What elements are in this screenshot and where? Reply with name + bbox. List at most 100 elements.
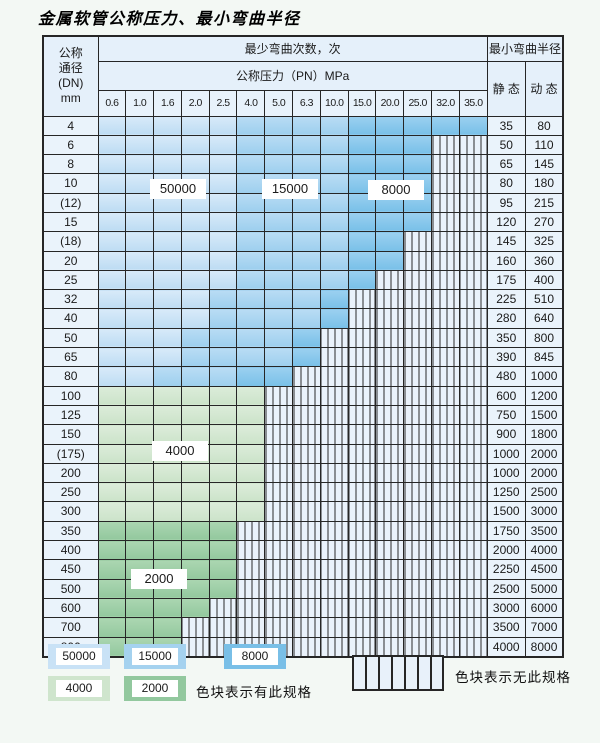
cell-spec-50000: [97, 192, 127, 213]
legend-swatch-2000: 2000: [124, 676, 186, 701]
legend-swatch-label: 2000: [132, 680, 178, 697]
cell-spec-50000: [125, 154, 155, 175]
cell-spec-8000: [375, 211, 405, 233]
cell-spec-2000: [208, 540, 238, 561]
static-radius-value: 1000: [486, 462, 526, 484]
cell-spec-8000: [264, 366, 294, 387]
cell-no-spec: [375, 540, 405, 561]
cell-spec-15000: [264, 327, 294, 349]
dynamic-radius-value: 6000: [524, 597, 564, 619]
cell-no-spec: [403, 462, 433, 484]
static-radius-value: 750: [486, 404, 526, 426]
dynamic-radius-value: 7000: [524, 617, 564, 638]
cell-no-spec: [458, 462, 488, 484]
cell-no-spec: [403, 385, 433, 406]
cell-no-spec: [458, 559, 488, 580]
cell-spec-15000: [292, 269, 321, 291]
cell-spec-8000: [347, 211, 377, 233]
cell-no-spec: [375, 366, 405, 387]
cell-no-spec: [292, 424, 321, 445]
dynamic-radius-value: 215: [524, 192, 564, 213]
cell-no-spec: [403, 617, 433, 638]
cell-spec-50000: [208, 154, 238, 175]
dynamic-radius-value: 1000: [524, 366, 564, 387]
dynamic-radius-value: 1500: [524, 404, 564, 426]
dn-value: 300: [42, 501, 99, 522]
table-row-dn-(18): (18) 145 325: [42, 231, 564, 252]
cell-spec-15000: [236, 134, 266, 156]
cell-spec-4000: [125, 501, 155, 522]
cell-no-spec: [431, 385, 460, 406]
cell-no-spec: [180, 617, 210, 638]
cell-no-spec: [431, 231, 460, 252]
dn-value: 6: [42, 134, 99, 156]
cell-spec-50000: [97, 327, 127, 349]
dn-value: 10: [42, 173, 99, 194]
cell-spec-15000: [319, 154, 349, 175]
static-radius-value: 390: [486, 347, 526, 368]
cell-no-spec: [431, 154, 460, 175]
cell-no-spec: [347, 559, 377, 580]
header-pressure-6.3: 6.3: [292, 89, 321, 117]
cell-no-spec: [458, 482, 488, 503]
cell-no-spec: [403, 559, 433, 580]
dynamic-radius-value: 325: [524, 231, 564, 252]
cell-no-spec: [292, 385, 321, 406]
cell-no-spec: [431, 482, 460, 503]
cell-no-spec: [208, 617, 238, 638]
cell-no-spec: [264, 443, 294, 464]
cell-spec-2000: [180, 520, 210, 542]
cell-no-spec: [458, 231, 488, 252]
cell-spec-15000: [236, 192, 266, 213]
table-row-dn-300: 300 1500 3000: [42, 501, 564, 522]
legend-no-spec-text: 色块表示无此规格: [455, 670, 571, 685]
cell-no-spec: [403, 269, 433, 291]
cell-spec-50000: [97, 231, 127, 252]
cell-spec-15000: [236, 269, 266, 291]
cell-no-spec: [292, 462, 321, 484]
dn-value: 65: [42, 347, 99, 368]
dn-value: 40: [42, 308, 99, 329]
header-static: 静 态: [486, 60, 526, 117]
cell-no-spec: [347, 327, 377, 349]
cell-spec-8000: [375, 154, 405, 175]
cell-no-spec: [292, 597, 321, 619]
cell-no-spec: [458, 404, 488, 426]
cell-no-spec: [458, 366, 488, 387]
static-radius-value: 4000: [486, 636, 526, 658]
cell-spec-2000: [97, 597, 127, 619]
cell-no-spec: [236, 597, 266, 619]
table-row-dn-8: 8 65 145: [42, 154, 564, 175]
cell-spec-4000: [236, 385, 266, 406]
cell-no-spec: [347, 424, 377, 445]
cell-no-spec: [319, 443, 349, 464]
cell-spec-15000: [292, 115, 321, 136]
dn-value: 50: [42, 327, 99, 349]
cell-spec-8000: [347, 134, 377, 156]
cell-spec-2000: [125, 617, 155, 638]
cell-no-spec: [319, 559, 349, 580]
cell-spec-50000: [153, 231, 182, 252]
cell-no-spec: [375, 443, 405, 464]
cell-no-spec: [319, 385, 349, 406]
cell-no-spec: [431, 366, 460, 387]
cell-spec-50000: [180, 289, 210, 310]
cell-spec-50000: [97, 269, 127, 291]
cell-spec-15000: [153, 366, 182, 387]
cell-spec-4000: [97, 501, 127, 522]
header-min-bend-radius: 最小弯曲半径: [486, 35, 564, 62]
cell-spec-50000: [97, 289, 127, 310]
header-pressure-1.0: 1.0: [125, 89, 155, 117]
cell-spec-15000: [292, 250, 321, 271]
static-radius-value: 1250: [486, 482, 526, 503]
cell-spec-15000: [236, 289, 266, 310]
cell-no-spec: [319, 404, 349, 426]
cell-spec-15000: [292, 231, 321, 252]
cell-no-spec: [431, 501, 460, 522]
cell-spec-4000: [236, 462, 266, 484]
cell-spec-8000: [292, 327, 321, 349]
cell-spec-50000: [208, 231, 238, 252]
dynamic-radius-value: 845: [524, 347, 564, 368]
cell-spec-4000: [125, 443, 155, 464]
cell-no-spec: [319, 520, 349, 542]
